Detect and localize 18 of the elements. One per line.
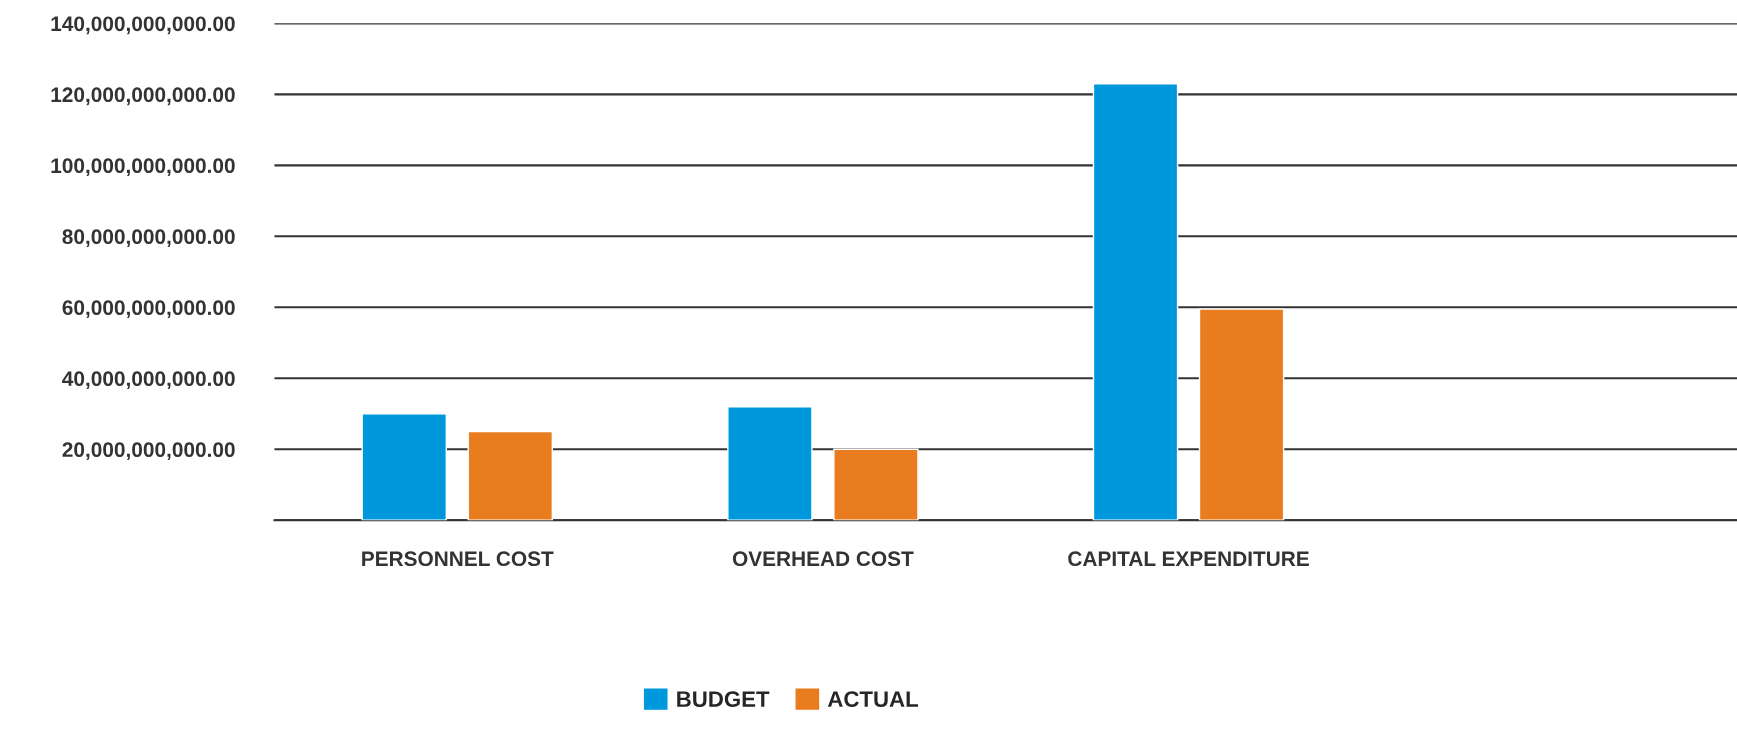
y-tick-label: 140,000,000,000.00 <box>51 16 235 35</box>
bar <box>1092 83 1179 521</box>
y-tick-label: 100,000,000,000.00 <box>51 158 235 177</box>
y-tick-label: 40,000,000,000.00 <box>62 371 235 390</box>
x-tick-label: OVERHEAD COST <box>732 551 914 567</box>
y-tick-label: 60,000,000,000.00 <box>62 300 235 319</box>
y-tick-label: 80,000,000,000.00 <box>62 229 235 248</box>
x-tick-label: CAPITAL EXPENDITURE <box>1068 551 1309 567</box>
legend-label: BUDGET <box>677 691 770 707</box>
legend-label: ACTUAL <box>827 691 918 707</box>
bar <box>467 430 554 521</box>
bar <box>833 448 919 521</box>
y-tick-label: 20,000,000,000.00 <box>62 442 235 461</box>
x-tick-label: PERSONNEL COST <box>362 551 554 567</box>
bar <box>1198 308 1285 521</box>
y-tick-label: 120,000,000,000.00 <box>51 87 235 106</box>
bar <box>727 405 813 521</box>
bar <box>361 413 447 521</box>
